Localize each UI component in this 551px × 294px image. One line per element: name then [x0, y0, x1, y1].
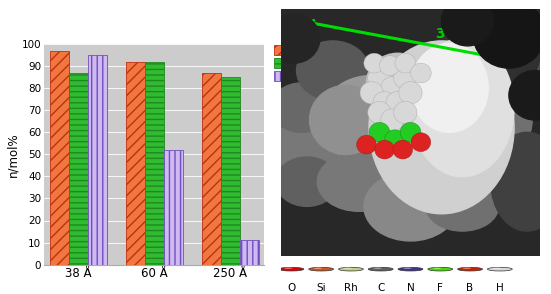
Bar	[88, 55, 107, 265]
Circle shape	[381, 77, 404, 99]
Ellipse shape	[403, 58, 496, 157]
Ellipse shape	[317, 152, 400, 211]
Circle shape	[395, 53, 415, 73]
Ellipse shape	[366, 83, 480, 206]
Text: H: H	[496, 283, 504, 293]
Circle shape	[386, 91, 409, 114]
Circle shape	[360, 82, 383, 104]
Circle shape	[493, 268, 501, 269]
Text: Si: Si	[316, 283, 326, 293]
Ellipse shape	[483, 41, 545, 100]
Ellipse shape	[436, 125, 514, 214]
Bar	[50, 51, 69, 265]
Circle shape	[433, 268, 441, 269]
Ellipse shape	[271, 83, 333, 132]
Ellipse shape	[410, 44, 488, 132]
Text: Rh: Rh	[344, 283, 358, 293]
Ellipse shape	[366, 53, 429, 113]
Bar	[240, 240, 259, 265]
Circle shape	[381, 109, 404, 131]
Ellipse shape	[296, 41, 369, 100]
Text: B: B	[467, 283, 474, 293]
Circle shape	[368, 67, 391, 89]
Ellipse shape	[470, 85, 532, 155]
Circle shape	[393, 67, 417, 89]
Text: N: N	[407, 283, 414, 293]
Bar	[126, 62, 145, 265]
Ellipse shape	[436, 9, 540, 98]
Circle shape	[368, 267, 393, 271]
Legend: conversion, selectivity, ee: conversion, selectivity, ee	[274, 45, 354, 82]
Circle shape	[279, 267, 304, 271]
Bar	[221, 77, 240, 265]
Circle shape	[399, 82, 422, 104]
Circle shape	[441, 0, 493, 46]
Text: F: F	[437, 283, 443, 293]
Ellipse shape	[310, 85, 382, 155]
Circle shape	[403, 268, 412, 269]
Circle shape	[344, 268, 352, 269]
Ellipse shape	[273, 108, 366, 182]
Text: C: C	[377, 283, 385, 293]
Circle shape	[463, 268, 471, 269]
Circle shape	[509, 71, 551, 120]
Circle shape	[380, 56, 400, 76]
Circle shape	[373, 91, 396, 114]
Bar	[145, 62, 164, 265]
Y-axis label: n/mol%: n/mol%	[6, 132, 19, 177]
Circle shape	[393, 140, 413, 159]
Circle shape	[411, 133, 431, 152]
Circle shape	[364, 53, 385, 73]
Text: 30 Å: 30 Å	[436, 26, 472, 41]
Bar	[69, 73, 88, 265]
Circle shape	[428, 267, 453, 271]
Text: O: O	[287, 283, 295, 293]
Circle shape	[410, 63, 431, 83]
Circle shape	[356, 135, 376, 154]
Ellipse shape	[491, 132, 551, 231]
Circle shape	[385, 130, 406, 150]
Ellipse shape	[320, 76, 423, 164]
Bar	[164, 150, 183, 265]
Ellipse shape	[426, 182, 499, 231]
Circle shape	[284, 268, 293, 269]
Circle shape	[473, 0, 545, 68]
Circle shape	[314, 268, 322, 269]
Bar	[202, 73, 221, 265]
Circle shape	[393, 101, 417, 124]
Circle shape	[458, 267, 483, 271]
Circle shape	[400, 122, 421, 142]
Ellipse shape	[364, 172, 457, 241]
Circle shape	[369, 122, 390, 142]
Ellipse shape	[369, 41, 514, 214]
Circle shape	[309, 267, 333, 271]
Circle shape	[338, 267, 363, 271]
Circle shape	[375, 140, 395, 159]
Circle shape	[398, 267, 423, 271]
Circle shape	[368, 101, 391, 124]
Circle shape	[268, 14, 320, 63]
Circle shape	[488, 267, 512, 271]
Ellipse shape	[276, 157, 338, 206]
Ellipse shape	[410, 39, 514, 177]
Circle shape	[374, 268, 382, 269]
